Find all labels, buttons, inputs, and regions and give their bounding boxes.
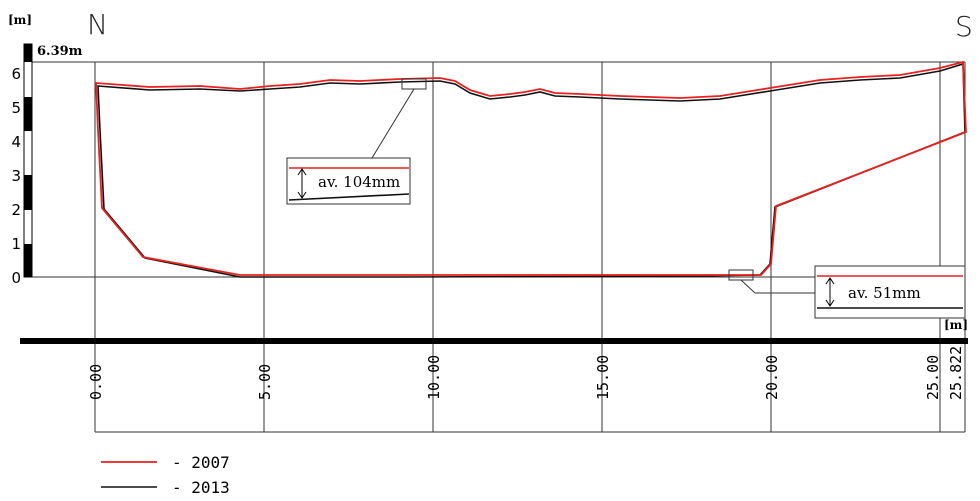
x-tick-5: 5.00 <box>256 364 274 400</box>
y-tick-1: 1 <box>11 235 21 253</box>
y-tick-0: 0 <box>11 269 21 287</box>
legend: - 2007 - 2013 <box>101 453 230 497</box>
y-tick-4: 4 <box>11 133 21 151</box>
x-tick-10: 10.00 <box>425 355 443 400</box>
y-tick-5: 5 <box>11 99 21 117</box>
y-tick-2: 2 <box>11 201 21 219</box>
crown-marker-box <box>401 78 427 90</box>
x-tick-25822: 25.822 <box>947 346 965 400</box>
crown-leader <box>371 88 415 159</box>
crown-callout: av. 104mm <box>286 78 427 205</box>
grid <box>32 61 966 433</box>
vertical-scale-bar <box>23 43 33 278</box>
y-tick-labels: 0 1 2 3 4 5 6 <box>11 65 21 287</box>
x-tick-20: 20.00 <box>763 355 781 400</box>
x-tick-15: 15.00 <box>594 355 612 400</box>
crown-callout-label: av. 104mm <box>318 173 400 191</box>
y-unit-label: [m] <box>8 13 32 27</box>
legend-label-2013: - 2013 <box>172 478 230 497</box>
max-height-label: 6.39m <box>37 44 83 59</box>
x-unit-label: [m] <box>944 318 968 332</box>
legend-label-2007: - 2007 <box>172 453 230 472</box>
x-tick-0: 0.00 <box>87 364 105 400</box>
south-label: S <box>955 10 973 43</box>
profile-2013 <box>97 62 966 278</box>
y-tick-3: 3 <box>11 167 21 185</box>
profile-2007 <box>95 60 967 276</box>
y-tick-6: 6 <box>11 65 21 83</box>
floor-callout-label: av. 51mm <box>848 284 921 302</box>
north-label: N <box>87 8 108 41</box>
x-tick-25: 25.00 <box>924 355 942 400</box>
floor-box <box>814 265 966 319</box>
floor-callout: av. 51mm <box>728 265 966 319</box>
x-tick-labels: 0.00 5.00 10.00 15.00 20.00 25.00 25.822 <box>87 346 965 400</box>
